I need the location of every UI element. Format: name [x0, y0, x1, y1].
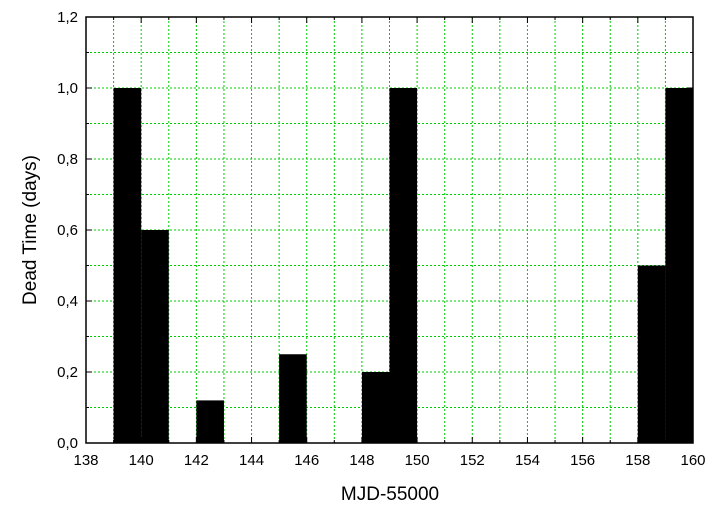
y-tick-label: 1,0 [57, 80, 78, 97]
x-tick-label: 150 [405, 452, 430, 469]
y-axis-label: Dead Time (days) [20, 155, 41, 305]
bar [361, 372, 390, 443]
x-tick-label: 156 [570, 452, 595, 469]
x-tick-label: 160 [680, 452, 705, 469]
y-tick-label: 0,0 [57, 435, 78, 452]
x-tick-label: 138 [73, 452, 98, 469]
x-axis-tick-labels: 138 140 142 144 146 148 150 152 154 156 158 160 [73, 452, 705, 469]
bar [113, 88, 142, 443]
y-tick-label: 1,2 [57, 9, 78, 26]
y-tick-label: 0,8 [57, 151, 78, 168]
x-tick-label: 148 [349, 452, 374, 469]
x-tick-label: 140 [129, 452, 154, 469]
bar [141, 230, 169, 443]
y-tick-label: 0,6 [57, 222, 78, 239]
x-tick-label: 142 [184, 452, 209, 469]
x-tick-label: 144 [239, 452, 264, 469]
bars [113, 88, 693, 443]
x-tick-label: 146 [294, 452, 319, 469]
bar [665, 88, 693, 443]
x-tick-label: 152 [460, 452, 485, 469]
bar [279, 354, 307, 443]
x-tick-label: 158 [625, 452, 650, 469]
y-tick-label: 0,4 [57, 293, 78, 310]
grid-lines [86, 17, 693, 443]
y-tick-label: 0,2 [57, 364, 78, 381]
bar [637, 265, 666, 443]
x-tick-label: 154 [515, 452, 540, 469]
y-axis-tick-labels: 0,0 0,2 0,4 0,6 0,8 1,0 1,2 [57, 9, 78, 452]
x-axis-label: MJD-55000 [341, 484, 439, 505]
bar [389, 88, 418, 443]
bar [196, 400, 224, 443]
axis-ticks [85, 16, 694, 444]
